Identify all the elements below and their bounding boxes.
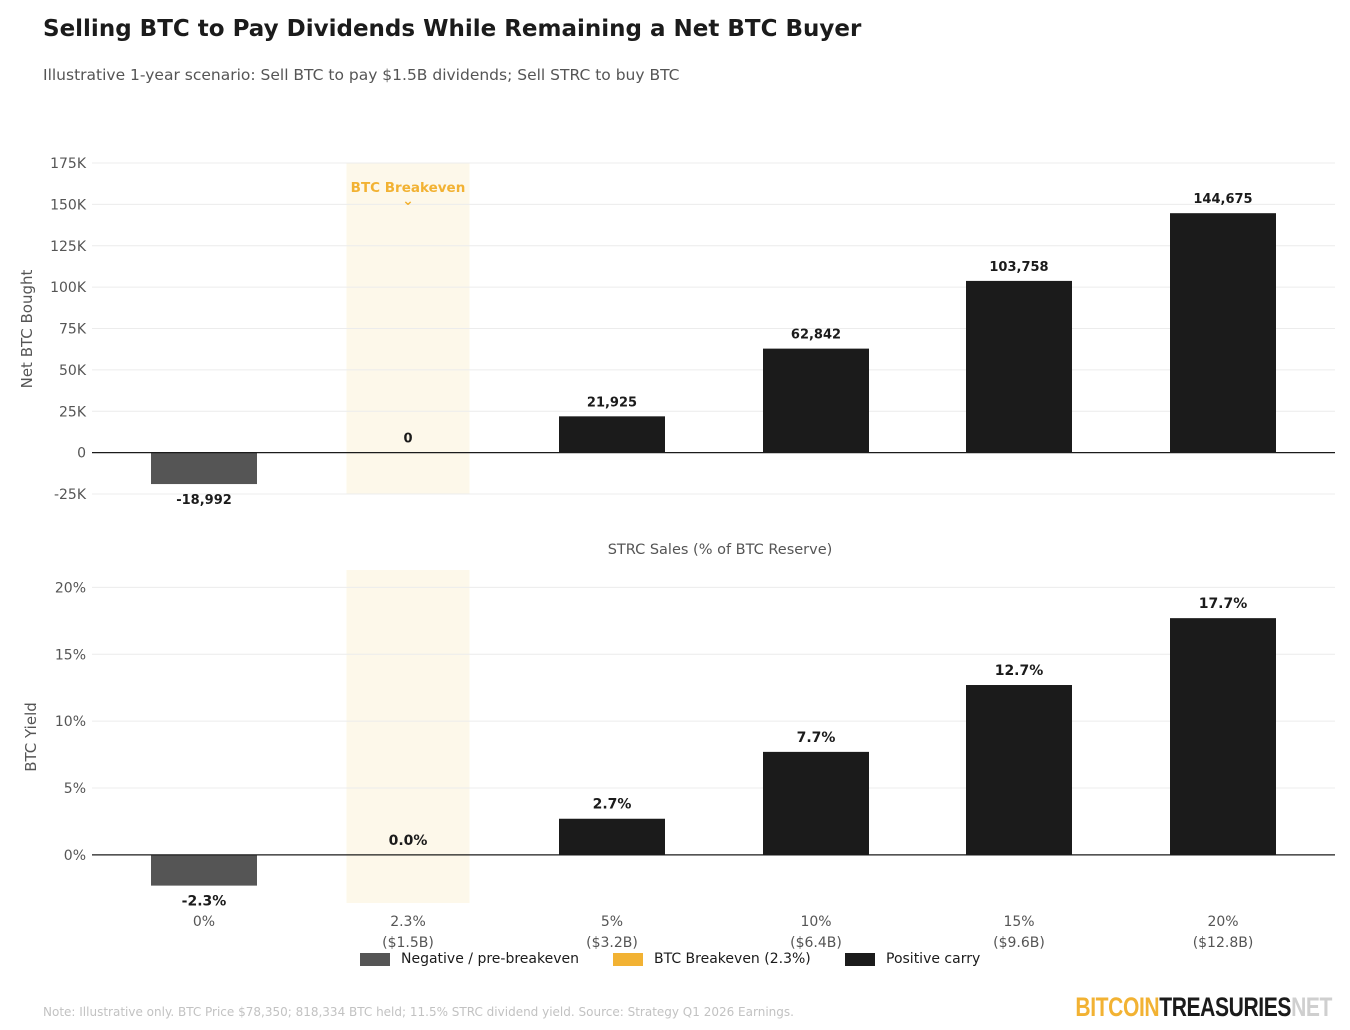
net-btc-ytick-label: 100K	[50, 280, 87, 296]
x-axis-title: STRC Sales (% of BTC Reserve)	[608, 542, 833, 558]
legend-label-negative: Negative / pre-breakeven	[401, 951, 579, 967]
xtick-label-0: 0%	[193, 914, 215, 930]
net-btc-ytick-label: 50K	[59, 363, 87, 379]
net-btc-value-label-0: -18,992	[176, 493, 232, 508]
net-btc-bar-3	[763, 348, 869, 453]
footnote: Note: Illustrative only. BTC Price $78,3…	[43, 1005, 794, 1019]
legend-item-breakeven: BTC Breakeven (2.3%)	[613, 951, 811, 967]
btc-yield-bar-0	[151, 854, 257, 886]
net-btc-bar-2	[559, 416, 665, 453]
legend-label-positive: Positive carry	[886, 951, 981, 967]
xtick-label-1: 2.3%	[390, 914, 426, 930]
btc-yield-ytick-label: 5%	[64, 781, 86, 797]
chart-title: Selling BTC to Pay Dividends While Remai…	[43, 16, 862, 42]
legend-swatch-negative	[360, 952, 390, 966]
net-btc-ytick-label: 125K	[50, 239, 87, 255]
net-btc-bar-5	[1170, 213, 1276, 453]
net-btc-value-label-4: 103,758	[989, 260, 1048, 275]
net-btc-value-label-5: 144,675	[1193, 192, 1252, 207]
net-btc-bar-4	[966, 280, 1072, 453]
net-btc-value-label-1: 0	[403, 432, 412, 447]
xtick-sublabel-4: ($9.6B)	[993, 935, 1045, 951]
xtick-label-4: 15%	[1003, 914, 1034, 930]
net-btc-ytick-label: 175K	[50, 156, 87, 172]
btc-yield-ylabel: BTC Yield	[22, 702, 40, 772]
logo-part-net: NET	[1291, 992, 1332, 1022]
btc-yield-value-label-3: 7.7%	[797, 730, 836, 746]
btc-yield-value-label-2: 2.7%	[593, 797, 632, 813]
btc-yield-bar-5	[1170, 618, 1276, 855]
legend-item-negative: Negative / pre-breakeven	[360, 951, 579, 967]
legend: Negative / pre-breakeven BTC Breakeven (…	[0, 951, 1350, 973]
net-btc-ytick-label: -25K	[54, 487, 87, 503]
btc-yield-breakeven-band	[346, 570, 470, 903]
btc-yield-bar-4	[966, 685, 1072, 855]
chart-subtitle: Illustrative 1-year scenario: Sell BTC t…	[43, 66, 680, 84]
btc-yield-value-label-0: -2.3%	[182, 894, 227, 910]
btc-yield-ytick-label: 20%	[55, 580, 86, 596]
legend-swatch-positive	[845, 952, 875, 966]
logo-part-treasuries: TREASURIES	[1159, 992, 1292, 1022]
net-btc-value-label-2: 21,925	[587, 395, 637, 410]
xtick-sublabel-3: ($6.4B)	[790, 935, 842, 951]
xtick-label-5: 20%	[1207, 914, 1238, 930]
xtick-sublabel-2: ($3.2B)	[586, 935, 638, 951]
btc-yield-bar-2	[559, 818, 665, 855]
legend-swatch-breakeven	[613, 952, 643, 966]
xtick-label-2: 5%	[601, 914, 623, 930]
btc-yield-value-label-4: 12.7%	[995, 663, 1044, 679]
btc-yield-ytick-label: 10%	[55, 714, 86, 730]
logo-part-bitcoin: BITCOIN	[1075, 992, 1160, 1022]
net-btc-ytick-label: 25K	[59, 404, 87, 420]
net-btc-ylabel: Net BTC Bought	[18, 269, 36, 388]
xtick-label-3: 10%	[800, 914, 831, 930]
net-btc-ytick-label: 75K	[59, 322, 87, 338]
legend-label-breakeven: BTC Breakeven (2.3%)	[654, 951, 811, 967]
btc-yield-ytick-label: 0%	[64, 848, 86, 864]
xtick-sublabel-1: ($1.5B)	[382, 935, 434, 951]
btc-yield-value-label-5: 17.7%	[1199, 596, 1248, 612]
net-btc-ytick-label: 0	[77, 446, 86, 462]
net-btc-bar-0	[151, 452, 257, 485]
legend-item-positive: Positive carry	[845, 951, 980, 967]
net-btc-value-label-3: 62,842	[791, 328, 841, 343]
breakeven-arrow-icon: ⌄	[402, 193, 414, 209]
btc-yield-bar-3	[763, 751, 869, 855]
bitcointreasuries-logo: BITCOINTREASURIESNET	[1075, 992, 1332, 1023]
net-btc-ytick-label: 150K	[50, 197, 87, 213]
xtick-sublabel-5: ($12.8B)	[1193, 935, 1254, 951]
btc-yield-value-label-1: 0.0%	[389, 833, 428, 849]
breakeven-annotation: BTC Breakeven	[351, 180, 466, 196]
btc-yield-ytick-label: 15%	[55, 647, 86, 663]
